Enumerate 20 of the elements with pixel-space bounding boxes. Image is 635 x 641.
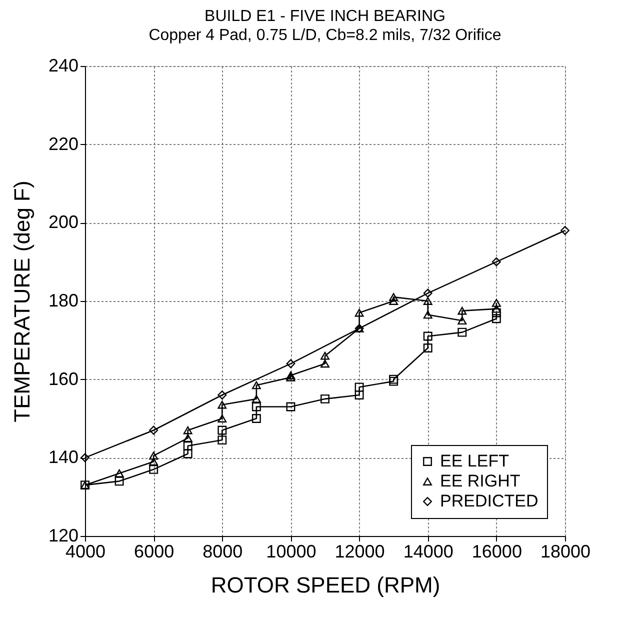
legend-label: EE RIGHT (440, 472, 520, 490)
x-tick-label: 10000 (266, 542, 316, 562)
y-axis-title: TEMPERATURE (deg F) (9, 180, 34, 422)
y-tick-label: 240 (48, 56, 78, 76)
x-axis-title: ROTOR SPEED (RPM) (210, 572, 440, 598)
x-tick-label: 6000 (134, 542, 174, 562)
x-tick-label: 8000 (202, 542, 243, 562)
x-tick-label: 18000 (540, 542, 591, 562)
y-tick-label: 180 (48, 290, 78, 310)
x-tick-label: 12000 (334, 542, 385, 562)
chart-title: BUILD E1 - FIVE INCH BEARING (204, 8, 446, 25)
legend-label: PREDICTED (440, 492, 538, 510)
legend-label: EE LEFT (440, 452, 509, 470)
chart-subtitle: Copper 4 Pad, 0.75 L/D, Cb=8.2 mils, 7/32 Orifice (148, 27, 502, 44)
x-tick-label: 14000 (403, 542, 454, 562)
y-tick-label: 140 (48, 447, 78, 468)
y-tick-label: 220 (48, 134, 78, 154)
y-tick-label: 200 (48, 212, 78, 232)
y-tick-label: 160 (48, 368, 78, 389)
x-tick-label: 16000 (472, 542, 522, 562)
